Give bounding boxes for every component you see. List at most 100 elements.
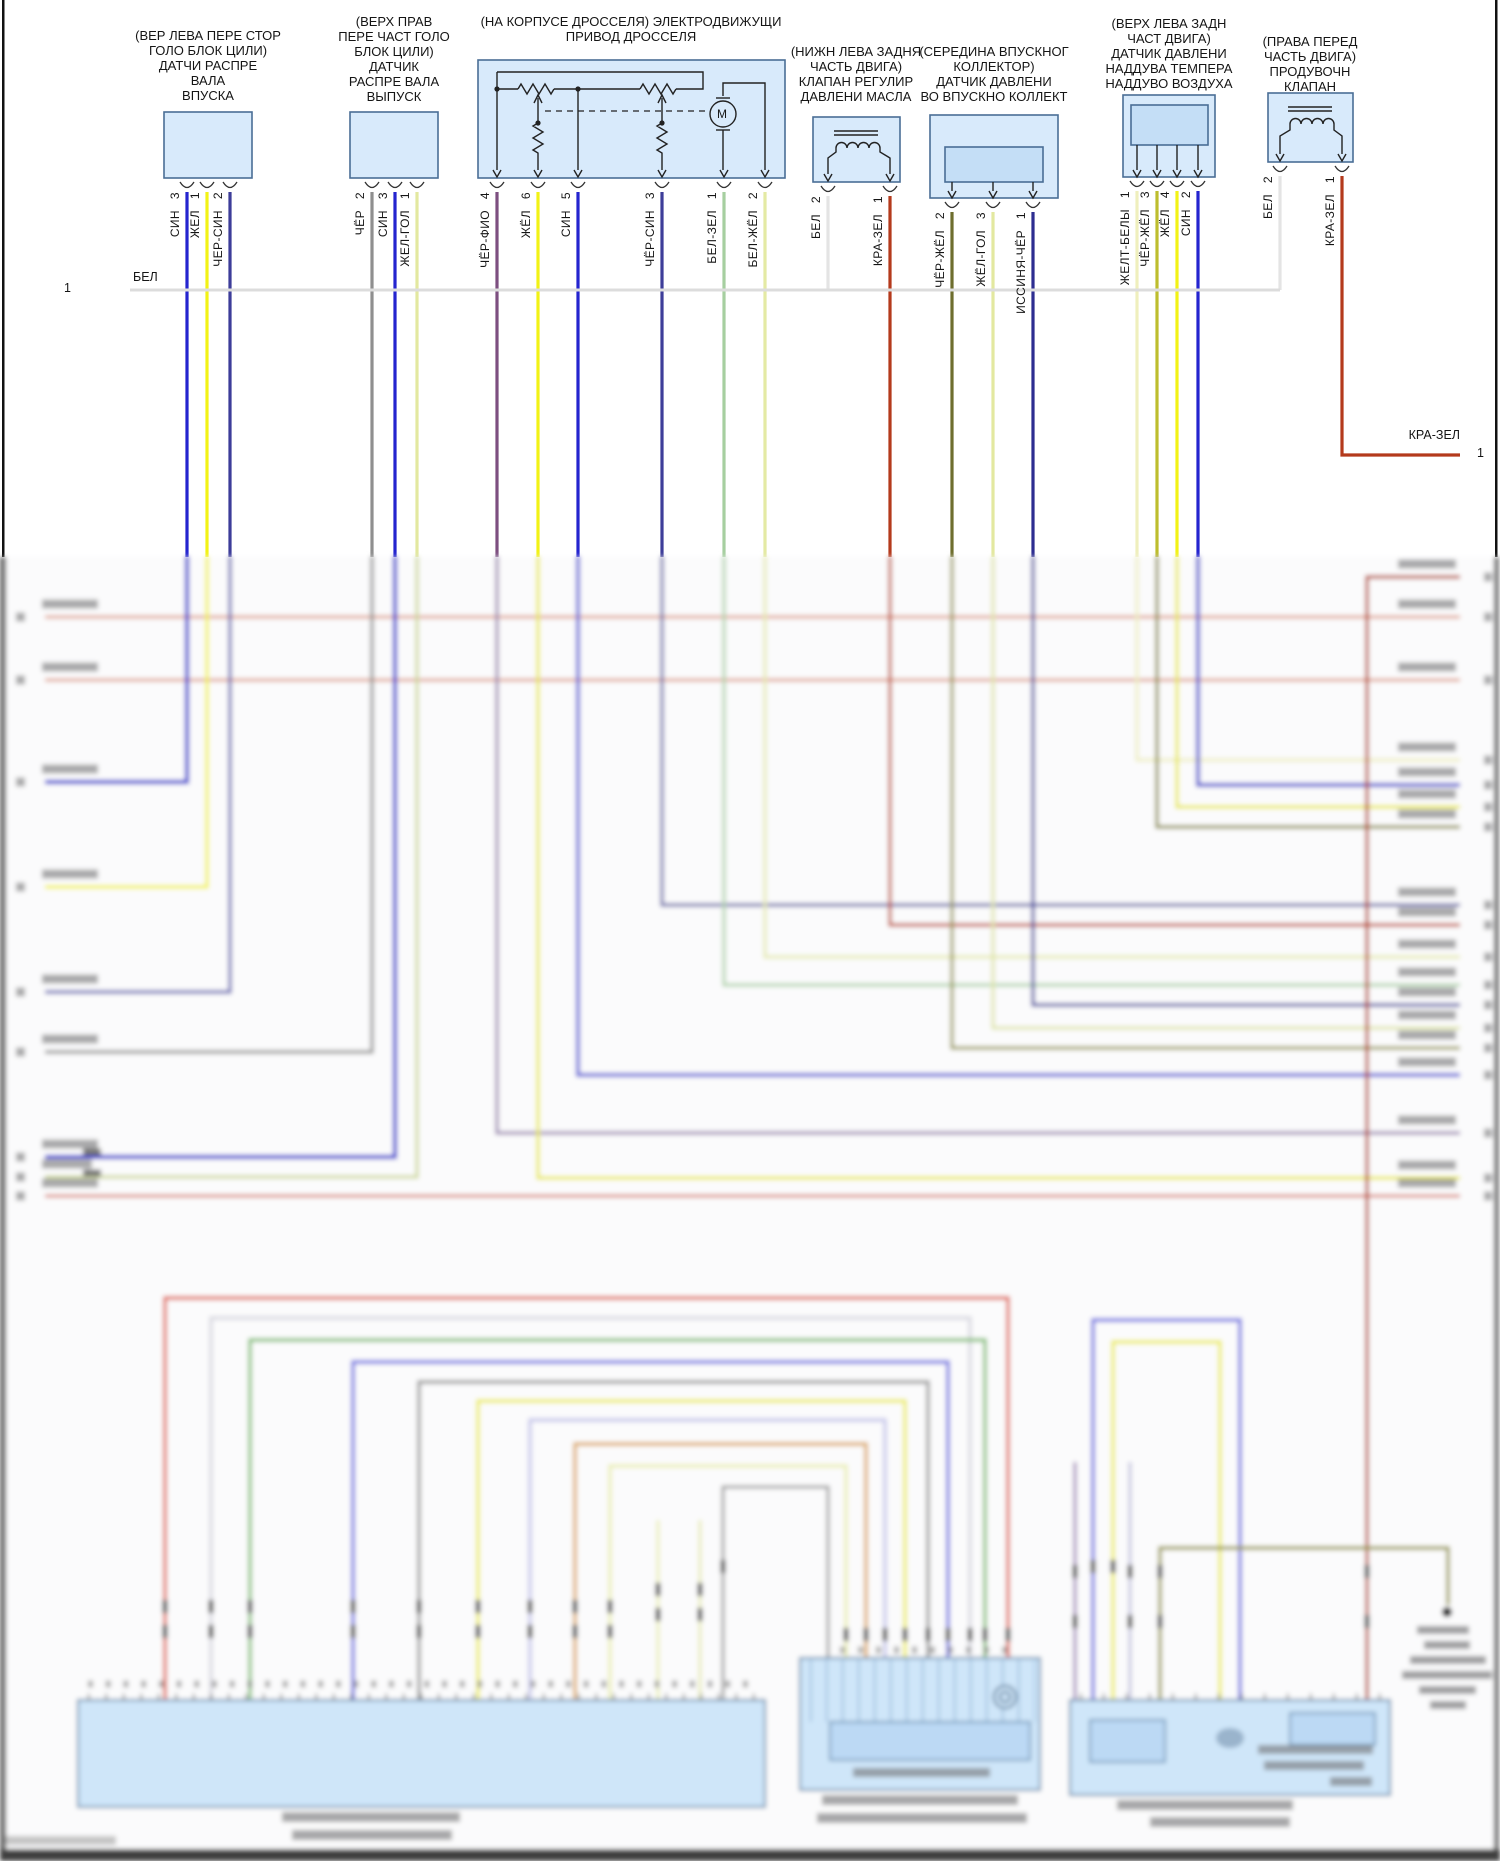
- component-label-line: ПЕРЕ ЧАСТ ГОЛО: [338, 29, 450, 44]
- pin-wire-label: ЖЕЛТ-БЕЛЫ: [1118, 209, 1132, 286]
- pin-number: 1: [1014, 212, 1028, 220]
- left-row-label-blobs: [42, 599, 98, 1188]
- bus-label-bel: БЕЛ: [133, 270, 158, 284]
- caption-blobs: [6, 1745, 1373, 1845]
- pin-wire-label: ЧЁР-ЖЁЛ: [933, 230, 947, 288]
- coil-oil-valve: [835, 141, 881, 149]
- wiper-arrow-2: [657, 93, 667, 104]
- motor-label: M: [717, 107, 727, 121]
- wires-top: [130, 176, 1460, 557]
- pin-wire-label: ЧЁР-ЖЁЛ: [1138, 209, 1152, 267]
- component-label-line: НАДДУВО ВОЗДУХА: [1105, 76, 1233, 91]
- pin-wire-label: ЧЕР-СИН: [211, 210, 225, 267]
- component-label-line: РАСПРЕ ВАЛА: [348, 74, 440, 89]
- pin-number: 1: [1323, 176, 1337, 184]
- component-label-line: ПРИВОД ДРОССЕЛЯ: [565, 29, 697, 44]
- potentiometer-2: [639, 82, 677, 96]
- right-row-number-blobs: [1484, 572, 1492, 1201]
- right-connector-inner-right: [1289, 1712, 1376, 1746]
- throttle-circuit: [492, 71, 770, 179]
- component-label-line: ГОЛО БЛОК ЦИЛИ): [148, 43, 268, 58]
- pin-number: 2: [1261, 176, 1275, 184]
- pin-wire-label: ЧЁР-ФИО: [478, 210, 492, 268]
- resistor-vert-1: [531, 122, 545, 170]
- row-number-right: 1: [1477, 446, 1484, 460]
- throttle-actuator-box: [477, 59, 786, 179]
- right-row-label-blobs: [1398, 559, 1456, 1188]
- component-label-line: ВЫПУСК: [366, 89, 422, 104]
- component-label-line: ДАТЧИК ДАВЛЕНИ: [1111, 46, 1227, 61]
- left-row-number-blobs: [16, 612, 25, 1201]
- component-label-line: (НА КОРПУСЕ ДРОССЕЛЯ) ЭЛЕКТРОДВИЖУЩИ: [480, 14, 782, 29]
- oil-pressure-valve-box: [812, 116, 901, 183]
- pin-number: 1: [398, 192, 412, 200]
- routing-loops: [163, 1296, 1450, 1700]
- pin-wire-label: ЖЁЛ-ГОЛ: [974, 230, 988, 287]
- component-label-line: (ВЕРХ ПРАВ: [355, 14, 433, 29]
- component-label-line: КОЛЛЕКТОР): [953, 59, 1035, 74]
- ecm-connector-left: [77, 1699, 766, 1808]
- camshaft-intake-sensor-box: [163, 111, 253, 179]
- component-label-line: НАДДУВА ТЕМПЕРА: [1105, 61, 1233, 76]
- pin-number: 3: [1138, 191, 1152, 199]
- component-label-line: БЛОК ЦИЛИ): [354, 44, 434, 59]
- screw-symbol: [993, 1685, 1017, 1709]
- pin-wire-label: ЖЁЛ: [1158, 209, 1172, 238]
- coil-purge-valve: [1289, 117, 1335, 125]
- component-label-line: КЛАПАН: [1283, 79, 1337, 94]
- pin-wire-label: СИН: [1179, 209, 1193, 237]
- pin-wire-label: КРА-ЗЕЛ: [871, 214, 885, 267]
- right-connector-symbol: [1216, 1728, 1244, 1748]
- pin-number: 4: [1158, 191, 1172, 199]
- middle-connector-inner: [829, 1721, 1031, 1761]
- component-label-line: ЧАСТЬ ДВИГА): [1263, 49, 1357, 64]
- component-label-line: (ВЕРХ ЛЕВА ЗАДН: [1111, 16, 1227, 31]
- pin-number: 6: [519, 192, 533, 200]
- pin-wire-label: СИН: [376, 210, 390, 238]
- pin-number: 3: [376, 192, 390, 200]
- component-boxes: [163, 59, 1354, 199]
- motor-circle: [709, 100, 737, 128]
- component-label-line: ДАВЛЕНИ МАСЛА: [800, 89, 912, 104]
- pin-number: 1: [188, 192, 202, 200]
- pin-wire-label: ЖЁЛ: [519, 210, 533, 239]
- pin-number: 1: [705, 192, 719, 200]
- pin-number: 3: [168, 192, 182, 200]
- pin-wire-label: ИССИНЯ-ЧЁР: [1014, 230, 1028, 314]
- pin-wire-label: ЧЁР-СИН: [643, 210, 657, 267]
- pin-wire-label: БЕЛ-ЗЕЛ: [705, 210, 719, 264]
- component-label-line: ДАТЧИК ДАВЛЕНИ: [936, 74, 1052, 89]
- pin-wire-label: ЧЁР: [353, 210, 367, 236]
- camshaft-exhaust-sensor-box: [349, 111, 439, 179]
- page-borders-top: [2, 0, 1498, 557]
- component-label-line: (СЕРЕДИНА ВПУСКНОГ: [919, 44, 1069, 59]
- component-label-line: ВПУСКА: [182, 88, 234, 103]
- boost-sensor-inner: [1130, 104, 1209, 146]
- pin-number: 2: [353, 192, 367, 200]
- pin-connector-arcs: [179, 165, 1350, 209]
- component-label-line: ПРОДУВОЧН: [1269, 64, 1351, 79]
- throttle-pin-arrows: [492, 169, 770, 179]
- sensor-pin-arrows: [947, 145, 1203, 200]
- purge-valve-box: [1267, 92, 1354, 163]
- pin-number: 5: [559, 192, 573, 200]
- component-label-line: ЧАСТЬ ДВИГА): [809, 59, 903, 74]
- solenoid-coils: [823, 106, 1347, 183]
- pin-wire-label: СИН: [559, 210, 573, 238]
- wiper-arrow-1: [533, 93, 543, 104]
- pin-number: 1: [1118, 191, 1132, 199]
- inline-connector-blobs: [83, 1148, 1370, 1641]
- resistor-vert-2: [655, 122, 669, 170]
- component-label-line: КЛАПАН РЕГУЛИР: [798, 74, 914, 89]
- pin-number: 3: [643, 192, 657, 200]
- pin-wire-label: БЕЛ-ЖЁЛ: [746, 210, 760, 268]
- pin-number: 2: [809, 196, 823, 204]
- branch-label-kra-zel: КРА-ЗЕЛ: [1408, 428, 1460, 442]
- pin-wire-label: ЖЕЛ: [188, 210, 202, 239]
- component-label-line: ВАЛА: [190, 73, 226, 88]
- component-label-line: ДАТЧИК: [369, 59, 419, 74]
- component-label-line: ВО ВПУСКНО КОЛЛЕКТ: [920, 89, 1068, 104]
- pin-number: 2: [211, 192, 225, 200]
- pin-wire-label: БЕЛ: [809, 214, 823, 239]
